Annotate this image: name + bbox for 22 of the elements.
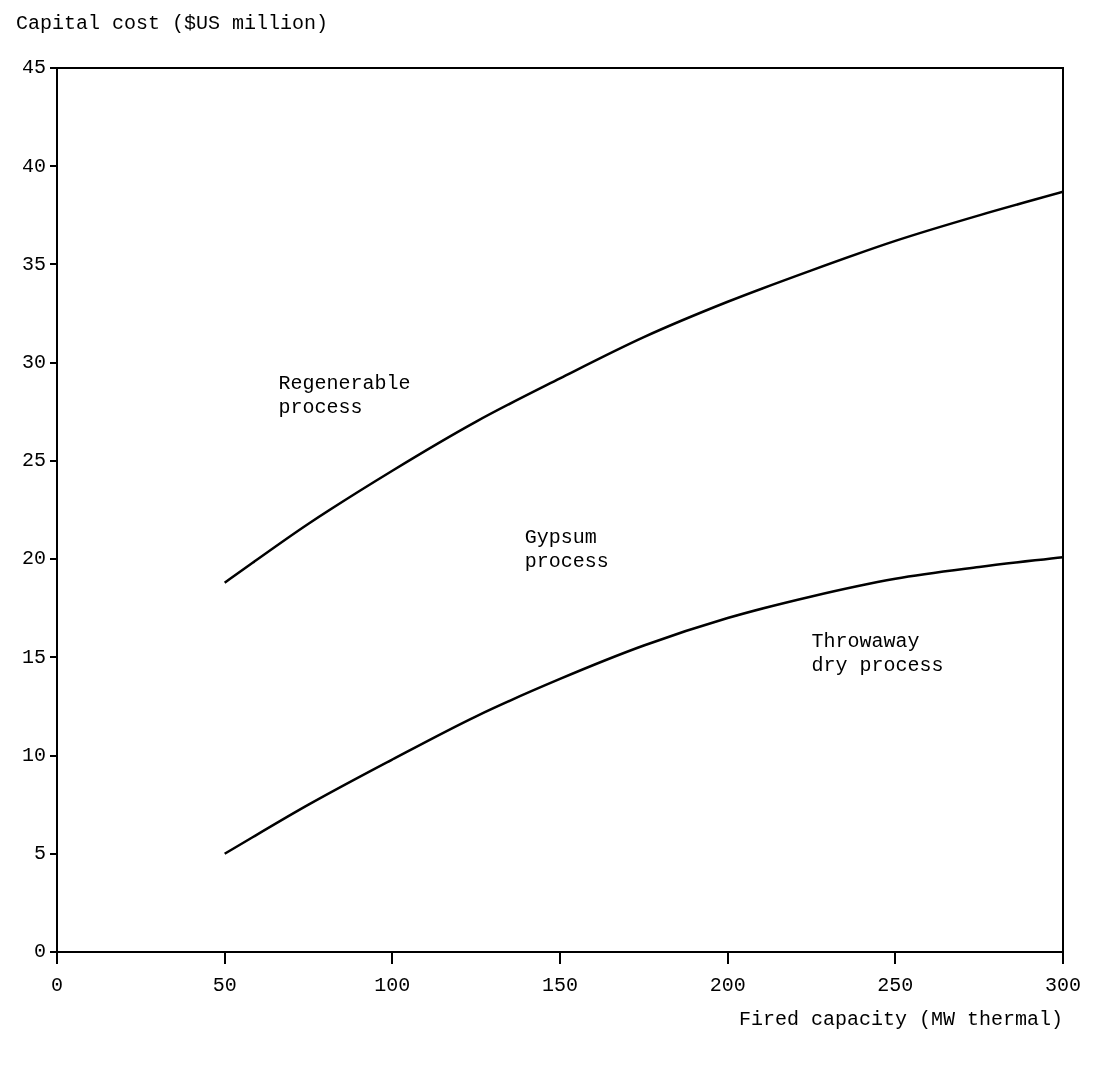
y-tick-label: 35	[21, 252, 46, 276]
y-axis-title: Capital cost ($US million)	[16, 12, 329, 36]
y-tick-label: 30	[21, 350, 46, 374]
y-tick-label: 25	[21, 449, 46, 473]
x-tick-label: 50	[212, 974, 237, 998]
y-tick-label: 45	[21, 56, 46, 80]
y-tick-label: 10	[21, 743, 46, 767]
series-label: Throwaway dry process	[811, 629, 944, 677]
x-tick-label: 100	[374, 974, 411, 998]
y-tick-label: 0	[33, 940, 46, 964]
y-tick-label: 20	[21, 547, 46, 571]
y-tick-label: 40	[21, 154, 46, 178]
series-label: Regenerable process	[278, 372, 411, 420]
annotation: Gypsum process	[524, 525, 609, 573]
y-tick-label: 15	[21, 645, 46, 669]
x-tick-label: 300	[1044, 974, 1082, 998]
x-axis-title: Fired capacity (MW thermal)	[738, 1008, 1063, 1032]
x-tick-label: 0	[51, 974, 64, 998]
y-tick-label: 5	[33, 842, 46, 866]
x-tick-label: 200	[709, 974, 746, 998]
x-tick-label: 150	[541, 974, 579, 998]
x-tick-label: 250	[877, 974, 914, 998]
